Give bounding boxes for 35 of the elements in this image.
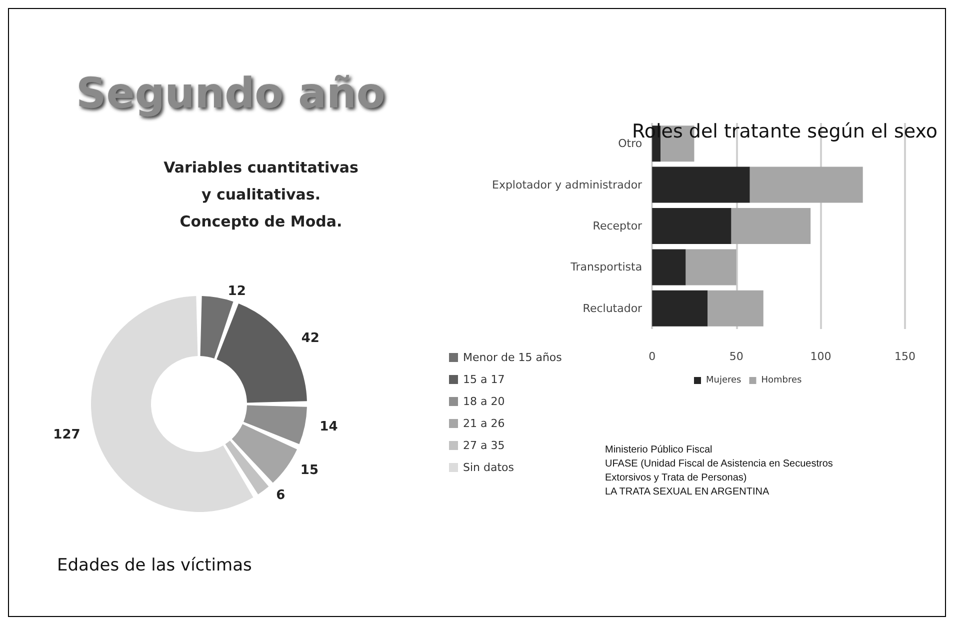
- text: Edades de las víctimas: [57, 556, 252, 576]
- data-label: 12: [228, 284, 246, 300]
- bar: [708, 290, 764, 326]
- legend-label: Mujeres: [706, 376, 742, 386]
- y-tick-label: Transportista: [570, 260, 642, 274]
- legend-label: 18 a 20: [463, 395, 505, 408]
- y-tick-label: Reclutador: [582, 302, 643, 315]
- legend-label: 15 a 17: [463, 373, 505, 386]
- y-tick-label: Otro: [618, 137, 642, 150]
- y-tick-label: Receptor: [592, 220, 643, 232]
- data-label: 127: [53, 428, 80, 443]
- legend-label: 21 a 26: [463, 417, 505, 430]
- bar: [750, 166, 863, 203]
- bar: [652, 249, 686, 286]
- bar: [686, 249, 736, 286]
- bar: [652, 290, 708, 326]
- legend-label: Hombres: [761, 376, 802, 386]
- data-label: 42: [301, 331, 320, 346]
- y-tick-label: Explotador y administrador: [492, 178, 643, 192]
- data-label: 14: [320, 420, 338, 435]
- bar: [652, 208, 732, 244]
- x-tick-label: 150: [894, 350, 916, 363]
- x-tick-label: 0: [648, 350, 656, 363]
- chart-title: Segundo año: [76, 68, 386, 118]
- bar: [731, 208, 811, 244]
- legend-label: Menor de 15 años: [463, 351, 562, 364]
- chart-subtitle: Variables cuantitativas y cualitativas. Concepto de Moda.: [164, 158, 359, 230]
- x-tick-label: 50: [729, 350, 744, 363]
- bar: [652, 166, 750, 203]
- data-label: 15: [300, 463, 319, 478]
- data-label: 6: [276, 488, 286, 503]
- legend-label: 27 a 35: [463, 439, 505, 452]
- text: Ministerio Público Fiscal UFASE (Unidad Fiscal de Asistencia en Secuestros Extorsivos y Trata de Personas) LA TRATA SEXUAL EN ARGENTINA: [605, 444, 833, 498]
- x-tick-label: 100: [810, 350, 832, 363]
- legend-label: Sin datos: [463, 461, 514, 474]
